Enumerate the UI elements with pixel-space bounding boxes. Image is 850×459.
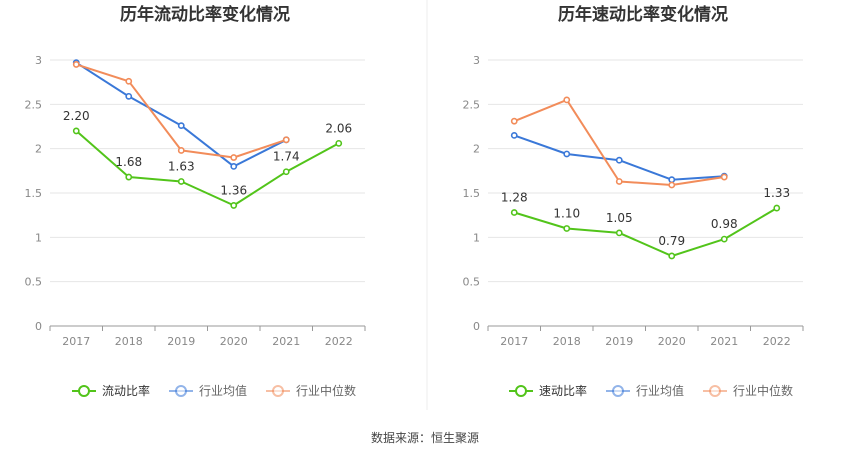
data-point: [668, 181, 676, 189]
y-tick-label: 0: [35, 320, 42, 333]
y-tick-label: 2: [473, 143, 480, 156]
y-tick-label: 1.5: [25, 187, 43, 200]
data-point: [125, 77, 133, 85]
y-tick-label: 1: [473, 231, 480, 244]
x-tick-label: 2019: [167, 335, 195, 348]
data-point: [177, 122, 185, 130]
data-point: [72, 127, 80, 135]
data-point: [615, 156, 623, 164]
data-label: 2.20: [63, 109, 90, 123]
chart-panel-2: 历年速动比率变化情况 0 0.5 1 1.5 2 2.5 3 2017 2018 2019 2020 2…: [463, 4, 804, 398]
y-tick-label: 1.5: [463, 187, 481, 200]
legend-swatch-marker: [175, 385, 187, 397]
data-point: [720, 235, 728, 243]
y-tick-label: 0.5: [25, 276, 43, 289]
data-point: [230, 154, 238, 161]
data-label: 1.63: [168, 159, 195, 173]
series-line-industry-median: [75, 63, 287, 159]
x-tick-label: 2020: [220, 335, 248, 348]
legend-item: 行业均值: [169, 383, 247, 398]
data-label: 0.79: [658, 234, 685, 248]
x-tick-label: 2018: [553, 335, 581, 348]
legend-label: 行业均值: [199, 383, 247, 398]
data-point: [563, 225, 571, 232]
chart-title: 历年速动比率变化情况: [558, 4, 728, 25]
data-point: [230, 162, 238, 170]
legend-label: 行业中位数: [296, 383, 356, 398]
data-point: [615, 178, 623, 185]
data-source-note: 数据来源：恒生聚源: [370, 431, 479, 445]
data-point: [668, 252, 676, 260]
data-point: [510, 117, 518, 125]
legend-swatch-marker: [612, 385, 624, 397]
data-point: [177, 147, 185, 154]
series-line-main: [514, 207, 778, 257]
series-line-main: [75, 130, 340, 207]
legend-item: 速动比率: [509, 383, 587, 398]
data-label: 1.10: [553, 206, 580, 220]
x-tick-label: 2017: [62, 335, 90, 348]
data-label: 2.06: [325, 121, 352, 135]
y-tick-label: 0: [473, 320, 480, 333]
legend-swatch-marker: [515, 385, 527, 397]
y-tick-label: 1: [35, 231, 42, 244]
legend-item: 行业均值: [606, 383, 684, 398]
y-tick-label: 2: [35, 143, 42, 156]
y-tick-label: 2.5: [463, 98, 481, 111]
data-point: [125, 92, 133, 100]
data-label: 0.98: [711, 217, 738, 231]
legend-label: 速动比率: [539, 383, 587, 398]
x-tick-label: 2021: [272, 335, 300, 348]
legend-swatch-marker: [709, 385, 721, 397]
data-point: [510, 131, 518, 139]
data-label: 1.05: [606, 211, 633, 225]
x-tick-label: 2022: [325, 335, 353, 348]
data-point: [563, 150, 571, 158]
x-tick-label: 2019: [605, 335, 633, 348]
legend-swatch-marker: [78, 385, 90, 397]
data-label: 1.68: [115, 155, 142, 169]
x-tick-label: 2017: [500, 335, 528, 348]
data-point: [282, 136, 290, 144]
x-tick-label: 2021: [710, 335, 738, 348]
data-label: 1.28: [501, 191, 528, 205]
legend-item: 行业中位数: [703, 383, 793, 398]
data-point: [282, 168, 290, 176]
data-label: 1.36: [220, 183, 247, 197]
data-point: [177, 178, 185, 185]
legend-item: 行业中位数: [266, 383, 356, 398]
data-point: [510, 209, 518, 216]
legend-swatch-marker: [272, 385, 284, 397]
data-point: [563, 96, 571, 104]
chart-title: 历年流动比率变化情况: [120, 4, 290, 25]
data-point: [615, 229, 623, 237]
data-point: [335, 139, 343, 147]
legend-item: 流动比率: [72, 383, 150, 398]
legend-label: 行业均值: [636, 383, 684, 398]
data-point: [72, 61, 80, 68]
data-point: [773, 204, 781, 212]
legend-label: 流动比率: [102, 383, 150, 398]
y-tick-label: 3: [473, 54, 480, 67]
chart-panel-1: 历年流动比率变化情况 0 0.5 1 1.5 2 2.5 3 2017 2018 2019 2020 2…: [25, 4, 366, 398]
y-tick-label: 2.5: [25, 98, 43, 111]
data-point: [720, 173, 728, 181]
x-tick-label: 2022: [763, 335, 791, 348]
x-tick-label: 2020: [658, 335, 686, 348]
data-point: [125, 173, 133, 181]
y-tick-label: 0.5: [463, 276, 481, 289]
data-label: 1.74: [273, 150, 300, 164]
data-label: 1.33: [763, 186, 790, 200]
legend-label: 行业中位数: [733, 383, 793, 398]
data-point: [230, 202, 238, 209]
series-line-industry-median: [513, 98, 725, 186]
data-point: [668, 176, 676, 184]
y-tick-label: 3: [35, 54, 42, 67]
x-tick-label: 2018: [115, 335, 143, 348]
